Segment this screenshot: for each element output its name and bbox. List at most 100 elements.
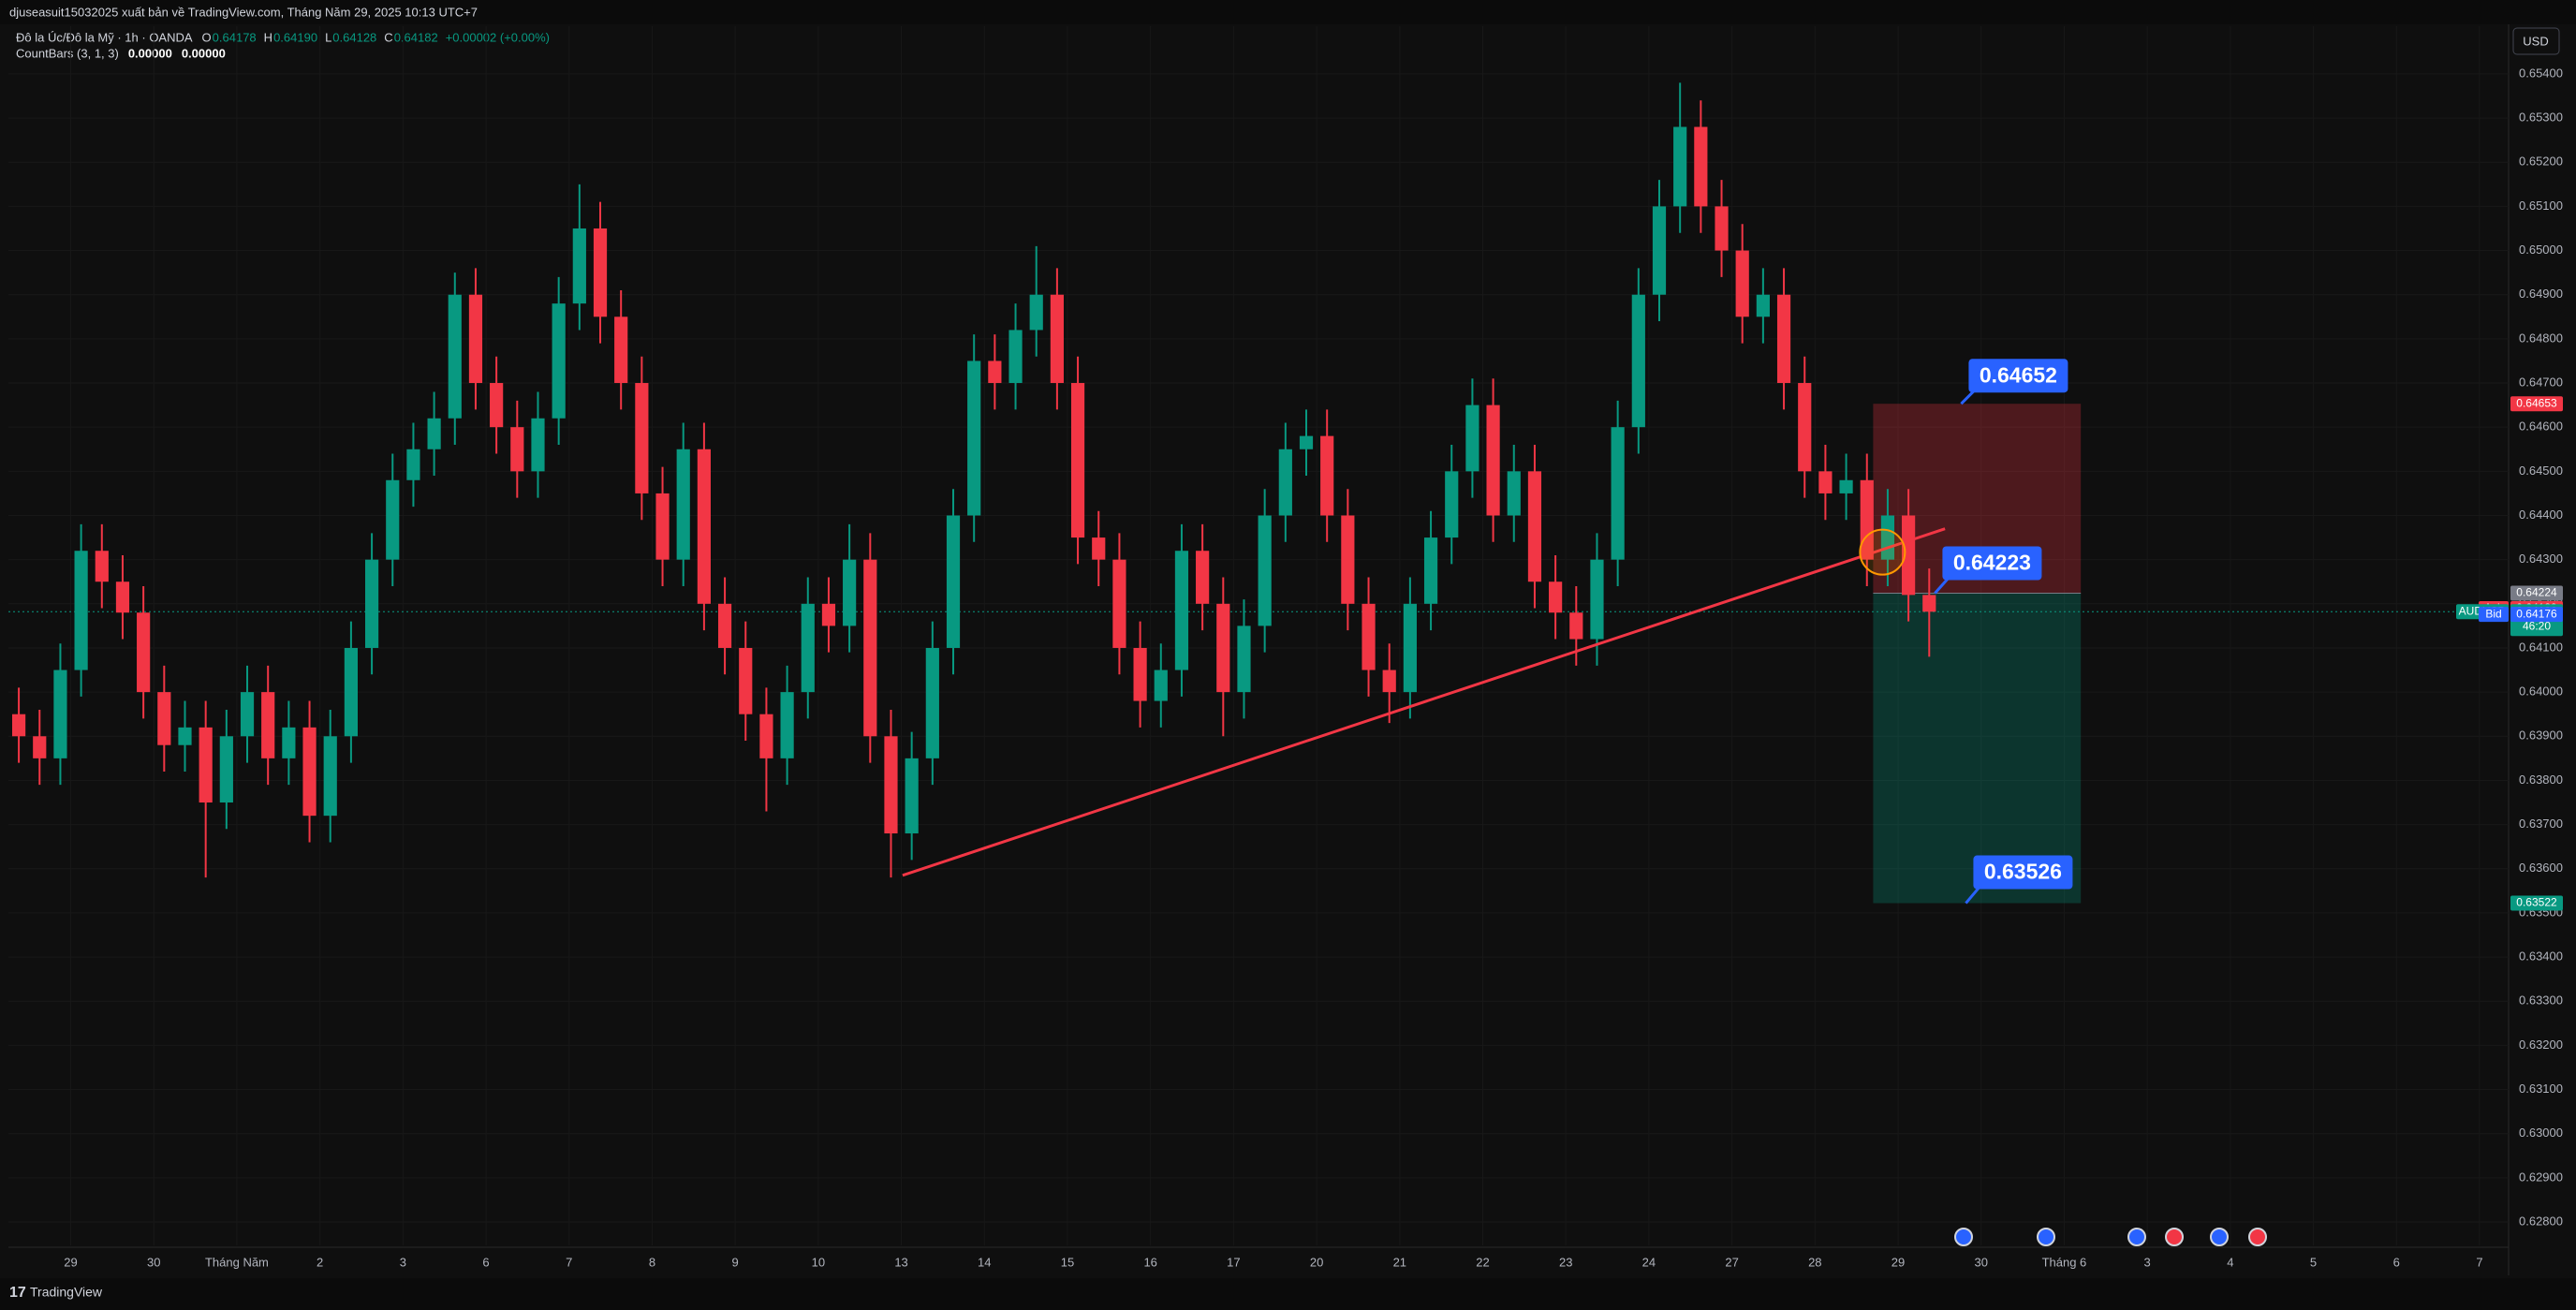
candle-body [1569, 612, 1583, 640]
candle-body [1652, 206, 1667, 295]
y-tick-label: 0.63400 [2519, 949, 2563, 964]
legend-value: 0.64182 [394, 30, 438, 44]
x-tick-label: 6 [482, 1255, 489, 1269]
y-tick-label: 0.63700 [2519, 817, 2563, 831]
x-tick-label: 10 [812, 1255, 825, 1269]
indicator-name: CountBars (3, 1, 3) [16, 46, 119, 60]
event-icon[interactable] [2165, 1228, 2184, 1246]
candle-body [821, 603, 836, 626]
candle-body [1507, 471, 1521, 516]
top-bar [0, 0, 2576, 24]
y-tick-label: 0.63200 [2519, 1038, 2563, 1052]
candle-body [261, 692, 275, 758]
target-zone [1873, 593, 2082, 904]
x-tick-label: 29 [64, 1255, 77, 1269]
candle-body [33, 736, 47, 758]
event-icon[interactable] [2210, 1228, 2229, 1246]
candle-body [1216, 603, 1230, 693]
y-tick-label: 0.64600 [2519, 419, 2563, 434]
callout-box [1968, 359, 2068, 393]
candle-body [1423, 537, 1438, 604]
candle-body [323, 736, 337, 817]
x-tick-label: 6 [2393, 1255, 2400, 1269]
candle-body [1237, 626, 1251, 693]
legend-key: H [264, 30, 272, 44]
price-tag [2510, 585, 2563, 601]
trendline [902, 527, 1946, 877]
candle-body [843, 559, 857, 626]
x-tick-label: 22 [1476, 1255, 1489, 1269]
indicator-value: 0.00000 [182, 46, 226, 60]
candle-body [344, 647, 359, 737]
price-tag [2510, 396, 2563, 412]
candle-body [1196, 551, 1210, 604]
candle-body [1008, 330, 1023, 384]
event-icon[interactable] [2248, 1228, 2267, 1246]
price-tag [2510, 895, 2563, 911]
price-tag-label: 0.63522 [2516, 896, 2557, 909]
y-tick-label: 0.65100 [2519, 199, 2563, 213]
event-icon[interactable] [1954, 1228, 1973, 1246]
candle-body [1133, 647, 1147, 701]
x-tick-label: 29 [1892, 1255, 1905, 1269]
candle-body [427, 418, 441, 449]
x-tick-label: 30 [147, 1255, 160, 1269]
event-icons [1954, 1228, 2267, 1246]
x-tick-label: 27 [1725, 1255, 1738, 1269]
event-icon[interactable] [2127, 1228, 2146, 1246]
y-tick-label: 0.63600 [2519, 861, 2563, 875]
candle-body [1465, 405, 1479, 472]
x-tick-label: 17 [1227, 1255, 1240, 1269]
candle-body [1549, 581, 1563, 613]
candle-body [1050, 294, 1064, 384]
x-tick-label: 24 [1642, 1255, 1656, 1269]
y-tick-label: 0.62900 [2519, 1170, 2563, 1184]
price-tag-timer: 46:20 [2523, 619, 2551, 632]
legend-symbol: Đô la Úc/Đô la Mỹ · 1h · OANDA [16, 30, 193, 44]
candle-body [157, 692, 171, 745]
currency-label: USD [2523, 34, 2548, 48]
event-icon[interactable] [2037, 1228, 2055, 1246]
candle-body [552, 303, 566, 419]
x-tick-label: 2 [316, 1255, 323, 1269]
x-tick-label: 3 [400, 1255, 406, 1269]
candle-body [1382, 670, 1396, 693]
y-tick-label: 0.64300 [2519, 552, 2563, 566]
candle-body [199, 727, 213, 803]
candle-body [1839, 479, 1853, 493]
candle-body [1527, 471, 1542, 582]
y-tick-label: 0.65400 [2519, 66, 2563, 80]
x-tick-label: 28 [1808, 1255, 1821, 1269]
candle-body [1092, 537, 1106, 560]
candle-body [1154, 670, 1168, 701]
y-tick-label: 0.63800 [2519, 773, 2563, 787]
footer-bar [0, 1278, 2576, 1310]
x-tick-label: 7 [566, 1255, 572, 1269]
candle-body [1818, 471, 1833, 493]
candle-body [801, 603, 815, 693]
candle-body [655, 493, 670, 560]
candle-body [697, 449, 711, 604]
candle-body [510, 427, 524, 472]
currency-button[interactable] [2512, 27, 2560, 55]
candle-body [635, 383, 649, 493]
candle-body [137, 612, 151, 693]
candle-body [1694, 126, 1708, 207]
x-tick-label: 4 [2227, 1255, 2233, 1269]
price-tag-name-box [2479, 607, 2509, 623]
candle-body [178, 727, 192, 745]
candle-body [676, 449, 690, 560]
candle-body [925, 647, 939, 758]
legend-change: +0.00002 (+0.00%) [446, 30, 550, 44]
x-tick-label: 8 [649, 1255, 655, 1269]
price-tag-label: 0.64653 [2516, 396, 2557, 409]
candle-body [240, 692, 255, 737]
y-tick-label: 0.65200 [2519, 155, 2563, 169]
candle-body [1403, 603, 1417, 693]
callout-label: 0.64652 [1980, 362, 2057, 387]
candle-body [1922, 595, 1936, 612]
candle-body [115, 581, 130, 613]
candle-body [1320, 435, 1334, 516]
